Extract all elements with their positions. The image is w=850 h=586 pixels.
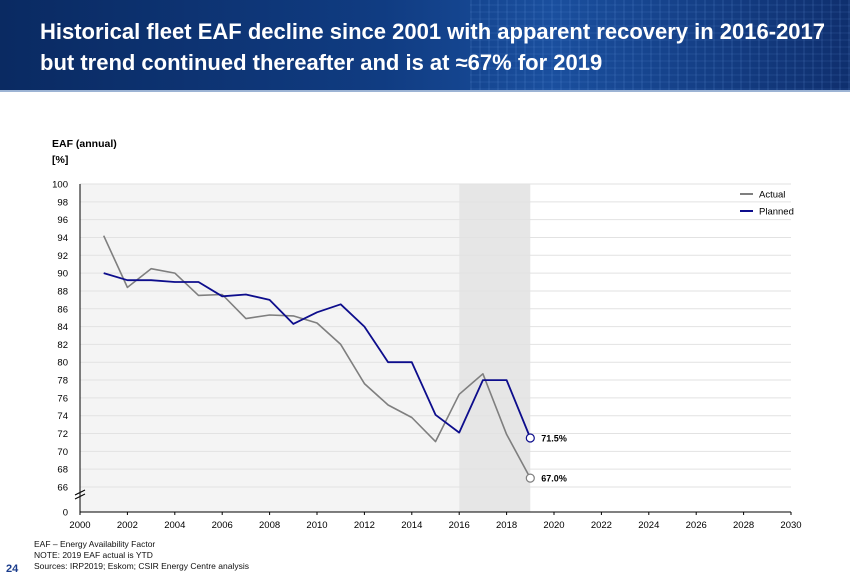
x-tick-label: 2026 [686,520,707,531]
x-tick-label: 2020 [543,520,564,531]
y-tick-label: 94 [57,233,68,244]
y-tick-label: 86 [57,304,68,315]
y-tick-label: 92 [57,251,68,262]
y-axis-unit: [%] [52,154,68,166]
x-tick-label: 2002 [117,520,138,531]
y-tick-label: 72 [57,429,68,440]
y-tick-label: 0 [63,508,68,519]
x-tick-label: 2022 [591,520,612,531]
axis-break-mark [74,489,86,500]
footnote-ytd-note: NOTE: 2019 EAF actual is YTD [34,550,153,560]
y-axis-label: EAF (annual) [52,138,117,150]
y-tick-label: 100 [52,180,68,191]
y-tick-label: 74 [57,411,68,422]
page-number: 24 [6,563,19,575]
banner-divider [0,90,850,92]
x-tick-label: 2024 [638,520,659,531]
x-tick-label: 2030 [780,520,801,531]
y-tick-label: 88 [57,286,68,297]
x-tick-label: 2028 [733,520,754,531]
y-tick-label: 98 [57,197,68,208]
y-tick-label: 96 [57,215,68,226]
x-tick-label: 2016 [449,520,470,531]
legend-label: Actual [759,190,785,201]
banner-texture [470,0,850,90]
x-tick-label: 2012 [354,520,375,531]
x-tick-label: 2010 [306,520,327,531]
y-tick-label: 82 [57,340,68,351]
eaf-line-chart: EAF (annual) [%] 0 66 68 70 72 74 76 78 80 82 84 86… [52,138,802,531]
y-tick-label: 90 [57,269,68,280]
endpoint-marker [525,433,535,443]
shaded-period-1 [459,184,531,512]
x-tick-label: 2006 [212,520,233,531]
x-tick-label: 2004 [164,520,185,531]
y-tick-label: 78 [57,376,68,387]
title-banner: Historical fleet EAF decline since 2001 … [0,0,850,90]
slide-title: Historical fleet EAF decline since 2001 … [40,19,826,75]
legend-label: Planned [759,207,794,218]
y-tick-label: 68 [57,465,68,476]
series-line-actual [102,235,532,479]
endpoint-label: 71.5% [541,433,567,443]
x-tick-label: 2014 [401,520,422,531]
x-tick-label: 2008 [259,520,280,531]
footnotes: EAF – Energy Availability Factor NOTE: 2… [34,539,249,572]
series-line-planned [103,272,532,439]
y-tick-label: 70 [57,447,68,458]
y-tick-label: 84 [57,322,68,333]
x-tick-label: 2018 [496,520,517,531]
endpoint-marker [525,473,535,483]
footnote-eaf-definition: EAF – Energy Availability Factor [34,539,156,549]
x-tick-label: 2000 [69,520,90,531]
endpoint-label: 67.0% [541,474,567,484]
y-tick-label: 66 [57,483,68,494]
footnote-sources: Sources: IRP2019; Eskom; CSIR Energy Cen… [34,561,249,571]
y-tick-label: 76 [57,393,68,404]
y-tick-label: 80 [57,358,68,369]
shaded-period-0 [80,184,460,512]
